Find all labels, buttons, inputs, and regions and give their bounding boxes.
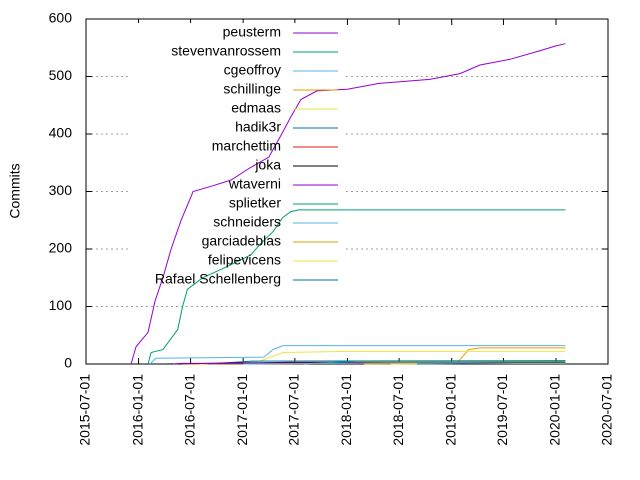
y-axis-label: Commits — [7, 163, 23, 218]
x-tick-label: 2019-01-01 — [442, 374, 458, 446]
legend-label: felipevicens — [208, 252, 281, 268]
x-tick-label: 2018-01-01 — [338, 374, 354, 446]
legend-label: garciadeblas — [202, 233, 281, 249]
x-tick-label: 2015-07-01 — [77, 374, 93, 446]
x-tick-label: 2020-01-01 — [547, 374, 563, 446]
x-tick-label: 2017-07-01 — [286, 374, 302, 446]
x-tick-label: 2019-07-01 — [494, 374, 510, 446]
legend-label: Rafael Schellenberg — [155, 271, 281, 287]
x-tick-label: 2020-07-01 — [599, 374, 615, 446]
y-tick-label: 200 — [49, 240, 73, 256]
legend-label: splietker — [229, 195, 281, 211]
legend-background — [130, 23, 344, 290]
y-tick-label: 100 — [49, 297, 73, 313]
series-line — [130, 43, 566, 365]
y-tick-label: 0 — [64, 355, 72, 371]
y-tick-label: 300 — [49, 182, 73, 198]
legend-label: peusterm — [223, 24, 281, 40]
x-tick-label: 2016-01-01 — [129, 374, 145, 446]
legend-label: schillinge — [223, 81, 281, 97]
legend-label: marchettim — [212, 138, 281, 154]
x-tick-label: 2018-07-01 — [390, 374, 406, 446]
y-tick-label: 600 — [49, 10, 73, 26]
legend-label: edmaas — [231, 100, 281, 116]
legend-label: wtaverni — [228, 176, 281, 192]
plot-frame — [85, 18, 609, 365]
legend-label: stevenvanrossem — [171, 43, 281, 59]
y-tick-label: 400 — [49, 125, 73, 141]
legend-label: cgeoffroy — [224, 62, 281, 78]
y-tick-label: 500 — [49, 67, 73, 83]
x-tick-label: 2016-07-01 — [181, 374, 197, 446]
series-line — [147, 209, 566, 365]
series-line — [149, 345, 566, 365]
x-tick-label: 2017-01-01 — [234, 374, 250, 446]
legend-label: schneiders — [213, 214, 281, 230]
legend-label: hadik3r — [235, 119, 281, 135]
legend-label: joka — [254, 157, 281, 173]
series-line — [416, 362, 566, 365]
